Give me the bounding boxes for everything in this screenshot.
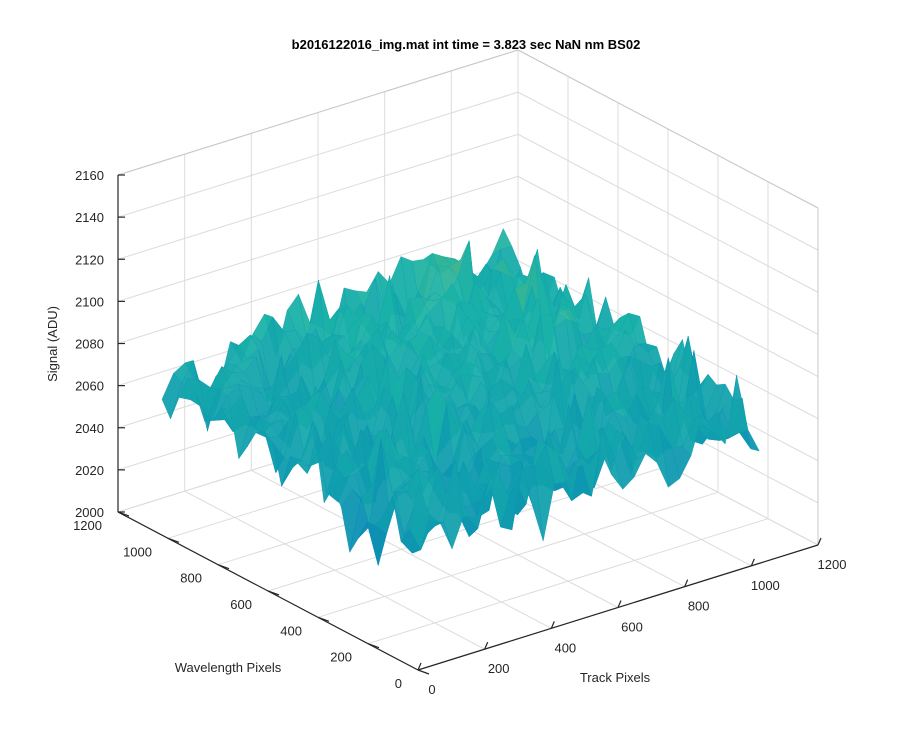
x-tick-mark xyxy=(684,579,689,587)
axes xyxy=(117,174,822,675)
back-wall-grid-line xyxy=(117,175,519,302)
box-edge xyxy=(517,49,819,209)
y-tick-label: 600 xyxy=(230,597,252,612)
x-tick-label: 400 xyxy=(554,640,576,655)
x-axis-label: Track Pixels xyxy=(580,670,651,685)
z-tick-label: 2120 xyxy=(75,252,104,267)
y-tick-mark xyxy=(267,590,280,596)
x-tick-label: 600 xyxy=(621,620,643,635)
back-wall-grid-line xyxy=(517,91,819,251)
z-tick-label: 2000 xyxy=(75,505,104,520)
z-tick-label: 2100 xyxy=(75,294,104,309)
y-tick-label: 0 xyxy=(395,676,402,691)
x-tick-label: 0 xyxy=(428,682,435,697)
z-axis-label: Signal (ADU) xyxy=(45,306,60,382)
y-tick-label: 400 xyxy=(280,623,302,638)
y-tick-label: 200 xyxy=(330,650,352,665)
x-tick-label: 200 xyxy=(488,661,510,676)
surface-patch xyxy=(409,484,430,551)
surface-mesh xyxy=(161,228,760,567)
surface-patch xyxy=(739,429,760,452)
x-tick-mark xyxy=(617,600,622,608)
back-wall-grid-line xyxy=(517,175,819,335)
back-wall-grid-line xyxy=(517,133,819,293)
x-tick-label: 1000 xyxy=(751,578,780,593)
z-tick-label: 2040 xyxy=(75,421,104,436)
y-tick-mark xyxy=(217,564,230,570)
y-tick-mark xyxy=(167,537,180,543)
y-tick-label: 800 xyxy=(180,571,202,586)
back-wall-grid-line xyxy=(517,218,819,377)
x-tick-mark xyxy=(817,537,822,546)
floor-grid-line xyxy=(367,518,769,645)
y-axis-label: Wavelength Pixels xyxy=(175,660,282,675)
back-wall-grid-line xyxy=(517,260,819,420)
x-tick-mark xyxy=(550,621,555,629)
x-tick-mark xyxy=(417,662,422,671)
x-tick-mark xyxy=(750,558,755,567)
x-tick-label: 1200 xyxy=(818,557,847,572)
chart-title: b2016122016_img.mat int time = 3.823 sec… xyxy=(292,37,641,52)
y-tick-mark xyxy=(317,616,330,622)
back-wall-grid-line xyxy=(117,218,519,344)
tick-labels: 0 200 400 600 800 1000 1200 0 200 400 600 800 1000 12… xyxy=(73,168,846,697)
z-tick-label: 2160 xyxy=(75,168,104,183)
x-tick-mark xyxy=(484,641,489,650)
floor-grid-line xyxy=(317,491,719,618)
z-tick-label: 2020 xyxy=(75,463,104,478)
y-tick-mark xyxy=(117,511,130,517)
z-tick-label: 2140 xyxy=(75,210,104,225)
y-tick-mark xyxy=(367,643,380,649)
y-tick-label: 1200 xyxy=(73,518,102,533)
box-edge xyxy=(117,49,519,176)
back-wall-grid-line xyxy=(117,133,519,260)
z-tick-label: 2080 xyxy=(75,337,104,352)
z-tick-label: 2060 xyxy=(75,379,104,394)
back-wall-grid-line xyxy=(117,91,519,218)
x-tick-label: 800 xyxy=(688,599,710,614)
y-tick-mark xyxy=(417,669,430,675)
y-tick-label: 1000 xyxy=(123,544,152,559)
